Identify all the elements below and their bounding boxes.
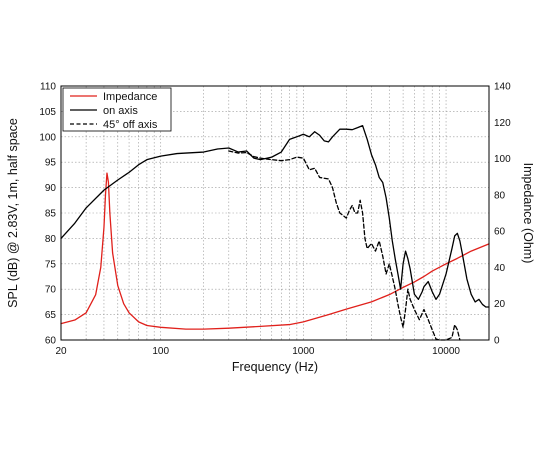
- y-right-tick-label: 120: [494, 118, 511, 129]
- legend-label-impedance: Impedance: [103, 91, 157, 103]
- y-left-tick-label: 100: [39, 132, 56, 143]
- x-tick-label: 1000: [292, 346, 315, 357]
- series-layer: [60, 124, 490, 341]
- y-right-tick-label: 60: [494, 227, 506, 238]
- y-left-tick-label: 105: [39, 107, 56, 118]
- x-tick-label: 20: [55, 346, 67, 357]
- y-left-tick-label: 110: [40, 82, 56, 93]
- y-left-tick-label: 85: [45, 209, 57, 220]
- y-axis-right-title: Impedance (Ohm): [521, 163, 535, 264]
- y-left-tick-label: 90: [45, 183, 57, 194]
- plot-frame: [60, 85, 490, 341]
- legend: Impedance on axis 45° off axis: [62, 87, 172, 132]
- y-right-tick-label: 80: [494, 190, 506, 201]
- y-left-tick-label: 60: [45, 336, 57, 347]
- legend-label-on-axis: on axis: [103, 105, 138, 117]
- y-right-tick-label: 140: [494, 82, 511, 93]
- y-left-tick-label: 80: [45, 234, 57, 245]
- y-left-tick-label: 65: [45, 310, 57, 321]
- y-right-tick-label: 40: [494, 263, 506, 274]
- series-line-on-axis: [60, 124, 490, 308]
- x-tick-label: 100: [152, 346, 169, 357]
- x-tick-label: 10000: [432, 346, 460, 357]
- tick-labels: 60 65 70 75 80 85 90 95 100 105 110 0 20 40 60 80 100 120…: [39, 82, 511, 358]
- y-right-tick-label: 20: [494, 299, 506, 310]
- legend-label-off-axis: 45° off axis: [103, 119, 158, 131]
- series-line-45-off-axis: [228, 150, 461, 341]
- y-left-tick-label: 70: [45, 285, 57, 296]
- series-line-impedance: [60, 172, 490, 330]
- y-right-tick-label: 100: [494, 154, 511, 165]
- y-left-tick-label: 95: [45, 158, 57, 169]
- y-axis-left-title: SPL (dB) @ 2.83V, 1m, half space: [6, 118, 20, 308]
- y-left-tick-label: 75: [45, 259, 57, 270]
- y-right-tick-label: 0: [494, 336, 500, 347]
- x-axis-title: Frequency (Hz): [232, 360, 318, 374]
